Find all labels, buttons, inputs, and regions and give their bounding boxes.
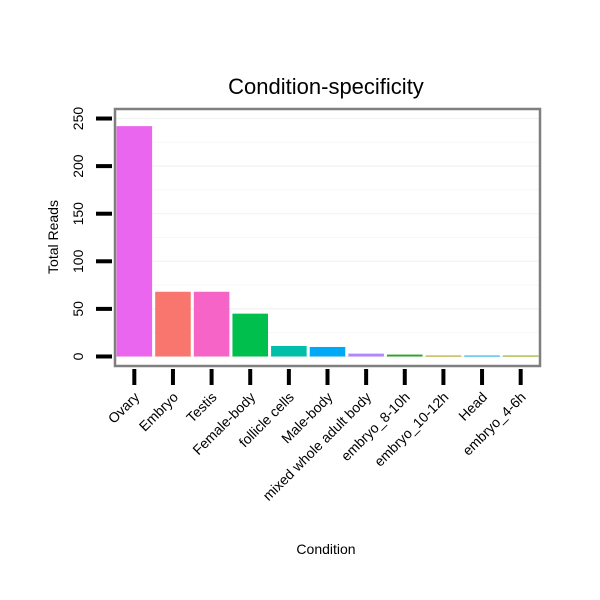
bar-female-body [232,313,268,357]
x-tick-label: Embryo [136,389,182,435]
bar-testis [193,291,230,357]
bar-mixed-whole-adult-body [348,353,384,357]
y-tick-label: 0 [70,352,86,360]
bar-embryo-8-10h [387,354,423,357]
plot-panel-border [113,107,542,368]
bar-embryo-10-12h [425,355,462,357]
bars [116,126,539,357]
bar-embryo [155,291,191,357]
x-tick-label: Head [455,389,490,424]
y-axis-label: Total Reads [45,200,61,274]
y-tick-label: 200 [70,154,86,178]
bar-embryo-4-6h [502,355,539,357]
y-axis: 0 50 100 150 200 250 [70,107,112,360]
y-tick-label: 250 [70,107,86,131]
x-axis-label: Condition [296,541,355,557]
bar-head [464,355,500,357]
x-tick-label: Testis [183,389,220,426]
chart-title: Condition-specificity [228,74,424,99]
y-tick-label: 50 [70,301,86,317]
bar-ovary [116,126,153,357]
y-tick-label: 150 [70,202,86,226]
bar-follicle-cells [271,346,307,357]
bar-male-body [309,346,346,357]
y-tick-label: 100 [70,249,86,273]
